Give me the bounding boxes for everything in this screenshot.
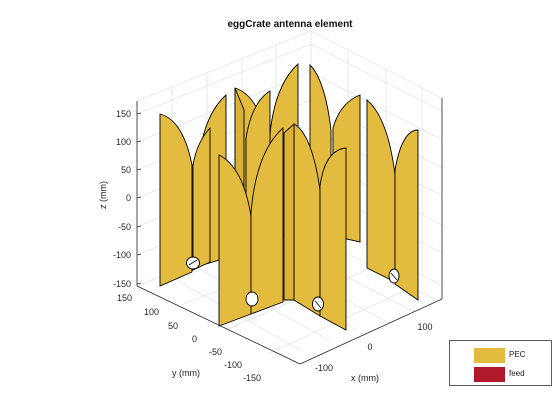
- y-tick-label: 0: [192, 334, 197, 344]
- y-tick-label: -50: [209, 347, 222, 357]
- z-tick-label: -100: [113, 250, 131, 260]
- z-tick-label: -50: [118, 222, 131, 232]
- z-tick-label: -150: [113, 279, 131, 289]
- y-tick-label: -100: [224, 360, 242, 370]
- pec-panel: [394, 129, 419, 301]
- pec-panel: [283, 122, 295, 301]
- x-axis-label: x (mm): [351, 373, 379, 383]
- z-tick-label: 150: [116, 109, 131, 119]
- z-tick-label: 0: [126, 193, 131, 203]
- x-tick-label: 100: [417, 322, 432, 332]
- x-tick-label: 0: [367, 342, 372, 352]
- figure-title: eggCrate antenna element: [227, 19, 353, 30]
- legend-swatch-feed: [474, 367, 505, 382]
- feed-ports: [186, 256, 400, 312]
- pec-panel: [250, 126, 284, 315]
- legend-label-pec: PEC: [509, 350, 526, 359]
- legend: PEC feed: [449, 340, 552, 386]
- y-tick-label: -150: [243, 373, 261, 383]
- feed-port: [186, 256, 200, 270]
- y-tick-label: 150: [117, 293, 132, 303]
- z-axis: 150 100 50 0 -50 -100 -150 z (mm): [98, 109, 142, 289]
- pec-panel: [319, 147, 347, 331]
- y-tick-label: 50: [168, 321, 178, 331]
- pec-panel: [192, 126, 211, 271]
- pec-panel: [366, 99, 396, 283]
- z-tick-label: 100: [116, 137, 131, 147]
- y-axis: 150 100 50 0 -50 -100 -150 y (mm): [117, 293, 261, 383]
- legend-swatch-pec: [474, 348, 505, 363]
- x-tick-label: -100: [315, 363, 333, 373]
- z-tick-label: 50: [121, 165, 131, 175]
- pec-panel: [159, 113, 193, 287]
- x-axis: -100 0 100 x (mm): [315, 322, 433, 383]
- feed-port: [245, 291, 259, 307]
- y-axis-label: y (mm): [172, 368, 200, 378]
- pec-elements: [159, 62, 419, 331]
- axes-box-front: [136, 98, 443, 365]
- z-axis-label: z (mm): [98, 181, 108, 209]
- y-tick-label: 100: [144, 307, 159, 317]
- legend-label-feed: feed: [509, 369, 525, 378]
